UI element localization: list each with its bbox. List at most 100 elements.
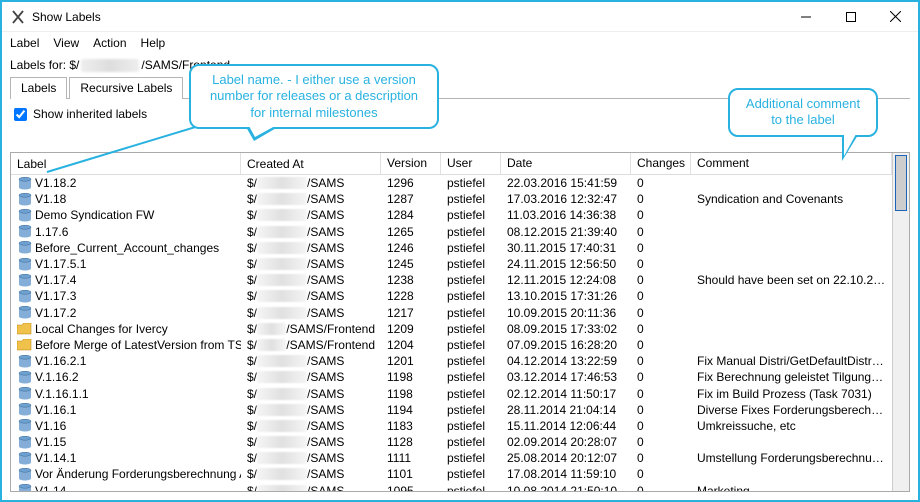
created-suffix: /SAMS (307, 354, 344, 368)
tab-labels[interactable]: Labels (10, 77, 67, 99)
created-prefix: $/ (247, 451, 257, 465)
user-cell: pstiefel (441, 467, 501, 481)
version-cell: 1201 (381, 354, 441, 368)
table-row[interactable]: Vor Änderung Forderungsberechnung ARIC$/… (11, 466, 892, 482)
database-icon (17, 371, 32, 384)
created-prefix: $/ (247, 435, 257, 449)
redacted-segment (257, 193, 307, 205)
database-icon (17, 193, 32, 206)
table-row[interactable]: V1.15$//SAMS1128pstiefel02.09.2014 20:28… (11, 434, 892, 450)
close-button[interactable] (873, 2, 918, 31)
date-cell: 22.03.2016 15:41:59 (501, 176, 631, 190)
user-cell: pstiefel (441, 176, 501, 190)
list-container: Label Created At Version User Date Chang… (10, 152, 910, 492)
titlebar: Show Labels (2, 2, 918, 32)
user-cell: pstiefel (441, 451, 501, 465)
created-prefix: $/ (247, 176, 257, 190)
menu-action[interactable]: Action (93, 36, 126, 50)
created-prefix: $/ (247, 387, 257, 401)
changes-cell: 0 (631, 435, 691, 449)
version-cell: 1194 (381, 403, 441, 417)
table-row[interactable]: V1.17.5.1$//SAMS1245pstiefel24.11.2015 1… (11, 256, 892, 272)
table-row[interactable]: V1.14$//SAMS1095pstiefel10.08.2014 21:50… (11, 483, 892, 491)
menu-help[interactable]: Help (141, 36, 166, 50)
rows: V1.18.2$//SAMS1296pstiefel22.03.2016 15:… (11, 175, 892, 491)
col-user[interactable]: User (441, 153, 501, 174)
table-row[interactable]: V1.17.2$//SAMS1217pstiefel10.09.2015 20:… (11, 305, 892, 321)
date-cell: 11.03.2016 14:36:38 (501, 208, 631, 222)
scrollbar[interactable] (892, 153, 909, 491)
label-text: V1.15 (35, 435, 66, 449)
col-changes[interactable]: Changes (631, 153, 691, 174)
created-prefix: $/ (247, 354, 257, 368)
scrollbar-thumb[interactable] (895, 155, 907, 211)
label-text: Local Changes for Ivercy (35, 322, 168, 336)
table-row[interactable]: V.1.16.1.1$//SAMS1198pstiefel02.12.2014 … (11, 385, 892, 401)
user-cell: pstiefel (441, 225, 501, 239)
created-suffix: /SAMS (307, 370, 344, 384)
created-suffix: /SAMS (307, 208, 344, 222)
table-row[interactable]: Demo Syndication FW$//SAMS1284pstiefel11… (11, 207, 892, 223)
created-suffix: /SAMS (307, 451, 344, 465)
created-prefix: $/ (247, 419, 257, 433)
folder-icon (17, 338, 32, 351)
database-icon (17, 177, 32, 190)
created-suffix: /SAMS (307, 387, 344, 401)
col-created[interactable]: Created At (241, 153, 381, 174)
table-row[interactable]: Local Changes for Ivercy$//SAMS/Frontend… (11, 321, 892, 337)
date-cell: 15.11.2014 12:06:44 (501, 419, 631, 433)
created-prefix: $/ (247, 467, 257, 481)
comment-cell: Should have been set on 22.10.2015 (691, 273, 892, 287)
menu-view[interactable]: View (53, 36, 79, 50)
redacted-segment (257, 371, 307, 383)
date-cell: 25.08.2014 20:12:07 (501, 451, 631, 465)
version-cell: 1217 (381, 306, 441, 320)
version-cell: 1287 (381, 192, 441, 206)
col-version[interactable]: Version (381, 153, 441, 174)
redacted-segment (257, 258, 307, 270)
window-buttons (783, 2, 918, 31)
col-comment[interactable]: Comment (691, 153, 892, 174)
table-row[interactable]: V1.14.1$//SAMS1111pstiefel25.08.2014 20:… (11, 450, 892, 466)
version-cell: 1198 (381, 387, 441, 401)
created-prefix: $/ (247, 370, 257, 384)
table-row[interactable]: V1.16.2.1$//SAMS1201pstiefel04.12.2014 1… (11, 353, 892, 369)
created-suffix: /SAMS (307, 306, 344, 320)
created-prefix: $/ (247, 192, 257, 206)
label-text: V1.14.1 (35, 451, 76, 465)
table-row[interactable]: V1.16$//SAMS1183pstiefel15.11.2014 12:06… (11, 418, 892, 434)
redacted-segment (257, 420, 307, 432)
tab-recursive-labels[interactable]: Recursive Labels (69, 77, 183, 99)
changes-cell: 0 (631, 403, 691, 417)
changes-cell: 0 (631, 467, 691, 481)
created-prefix: $/ (247, 403, 257, 417)
redacted-segment (257, 323, 286, 335)
menu-label[interactable]: Label (10, 36, 39, 50)
user-cell: pstiefel (441, 484, 501, 491)
redacted-segment (257, 209, 307, 221)
col-date[interactable]: Date (501, 153, 631, 174)
user-cell: pstiefel (441, 192, 501, 206)
table-row[interactable]: V.1.16.2$//SAMS1198pstiefel03.12.2014 17… (11, 369, 892, 385)
label-text: V1.16 (35, 419, 66, 433)
table-row[interactable]: Before Merge of LatestVersion from TS$//… (11, 337, 892, 353)
table-row[interactable]: V1.16.1$//SAMS1194pstiefel28.11.2014 21:… (11, 402, 892, 418)
table-row[interactable]: 1.17.6$//SAMS1265pstiefel08.12.2015 21:3… (11, 224, 892, 240)
show-inherited-checkbox[interactable] (14, 108, 27, 121)
minimize-button[interactable] (783, 2, 828, 31)
user-cell: pstiefel (441, 241, 501, 255)
maximize-button[interactable] (828, 2, 873, 31)
created-prefix: $/ (247, 273, 257, 287)
table-row[interactable]: Before_Current_Account_changes$//SAMS124… (11, 240, 892, 256)
table-row[interactable]: V1.18$//SAMS1287pstiefel17.03.2016 12:32… (11, 191, 892, 207)
table-row[interactable]: V1.17.3$//SAMS1228pstiefel13.10.2015 17:… (11, 288, 892, 304)
version-cell: 1228 (381, 289, 441, 303)
label-text: V1.17.2 (35, 306, 76, 320)
user-cell: pstiefel (441, 306, 501, 320)
date-cell: 07.09.2015 16:28:20 (501, 338, 631, 352)
window: Show Labels Label View Action Help Label… (0, 0, 920, 502)
label-text: V.1.16.1.1 (35, 387, 89, 401)
table-row[interactable]: V1.17.4$//SAMS1238pstiefel12.11.2015 12:… (11, 272, 892, 288)
database-icon (17, 403, 32, 416)
changes-cell: 0 (631, 322, 691, 336)
